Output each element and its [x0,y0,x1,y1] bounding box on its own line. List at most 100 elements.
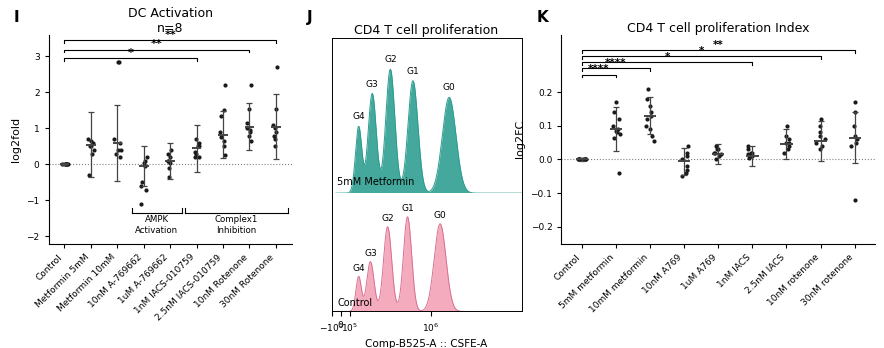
Point [782,143,796,149]
Point [139,158,153,164]
Point [644,110,658,115]
Point [112,140,126,145]
Title: CD4 T cell proliferation: CD4 T cell proliferation [354,24,499,37]
Point [572,157,586,162]
Point [136,160,150,165]
Text: G4: G4 [353,263,365,272]
Point [640,116,654,122]
Point [243,82,257,88]
Point [134,180,149,185]
Point [139,187,153,192]
Point [60,161,74,167]
Point [188,149,202,155]
Title: DC Activation
n=8: DC Activation n=8 [127,7,213,35]
Point [134,201,149,207]
Point [742,155,756,160]
Point [111,147,126,153]
Point [161,158,175,164]
Point [674,157,689,162]
Text: G1: G1 [407,67,419,76]
Text: **: ** [164,30,176,40]
Text: K: K [537,10,548,25]
Text: G2: G2 [384,55,397,64]
Point [83,144,97,149]
Point [243,127,257,133]
Point [709,157,723,162]
Point [192,140,206,145]
Point [780,123,794,128]
Point [848,100,862,105]
Point [572,157,586,162]
Point [844,143,858,149]
Text: *: * [665,52,670,62]
Point [818,136,832,142]
X-axis label: Comp-B525-A :: CSFE-A: Comp-B525-A :: CSFE-A [365,339,488,348]
Point [242,133,256,139]
Point [113,155,127,160]
Point [645,133,659,139]
Point [849,133,863,139]
Point [741,152,755,157]
Point [606,123,621,128]
Point [644,113,659,118]
Point [87,147,101,153]
Point [707,150,721,156]
Point [777,150,791,156]
Point [675,173,690,179]
Point [242,106,256,111]
Point [59,161,73,167]
Point [814,116,828,122]
Point [577,157,591,162]
Point [848,110,862,115]
Text: ****: **** [606,58,627,68]
Text: 5mM Metformin: 5mM Metformin [337,177,415,187]
Point [572,157,586,162]
Point [110,151,124,156]
Point [212,129,226,135]
Point [712,147,726,152]
Point [162,174,176,180]
Point [218,82,232,88]
Point [240,120,254,126]
Point [59,161,73,167]
Point [815,143,829,149]
Point [813,133,827,139]
Point [641,86,655,92]
Point [640,96,654,102]
Point [217,144,232,149]
Text: *: * [698,46,704,56]
Point [638,123,652,128]
Point [112,59,126,65]
Point [59,161,73,167]
Point [613,131,627,137]
Point [268,126,282,131]
Title: CD4 T cell proliferation Index: CD4 T cell proliferation Index [627,22,810,35]
Point [163,160,177,165]
Point [268,144,282,149]
Point [809,140,823,145]
Point [269,136,283,142]
Point [191,144,205,149]
Point [113,147,127,153]
Point [606,135,621,140]
Point [82,172,96,178]
Point [713,152,728,157]
Text: Control: Control [337,298,372,308]
Point [189,151,203,156]
Point [85,151,99,156]
Text: **: ** [151,39,163,49]
Text: G3: G3 [364,249,377,258]
Point [161,151,175,156]
Point [813,147,827,152]
Point [86,140,100,145]
Point [57,161,71,167]
Point [609,100,623,105]
Text: **: ** [713,40,724,50]
Point [58,161,72,167]
Point [609,128,623,134]
Point [681,143,695,149]
Text: Complex1
Inhibition: Complex1 Inhibition [215,215,258,235]
Y-axis label: log2fold: log2fold [11,117,21,162]
Point [743,153,758,159]
Point [189,136,203,142]
